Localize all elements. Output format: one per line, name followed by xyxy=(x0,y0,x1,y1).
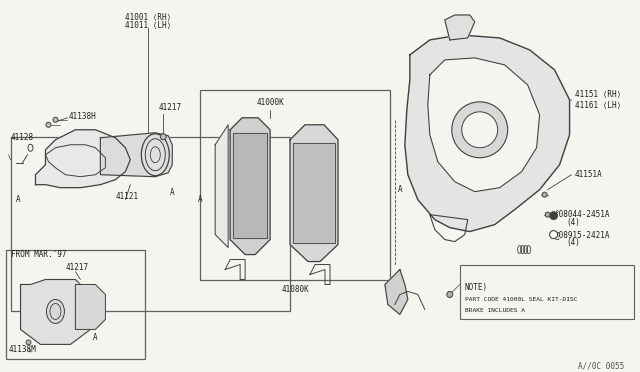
Bar xyxy=(233,133,267,238)
Polygon shape xyxy=(405,35,570,232)
Text: B: B xyxy=(552,213,555,218)
Ellipse shape xyxy=(141,134,169,176)
Bar xyxy=(200,90,390,279)
Ellipse shape xyxy=(26,340,31,345)
Circle shape xyxy=(550,231,557,238)
Ellipse shape xyxy=(160,134,166,140)
Bar xyxy=(233,133,267,238)
Polygon shape xyxy=(445,15,475,40)
Text: 41151 ⟨RH⟩: 41151 ⟨RH⟩ xyxy=(575,90,621,99)
Text: 41121: 41121 xyxy=(115,192,138,201)
Circle shape xyxy=(550,212,557,219)
Text: 41138H: 41138H xyxy=(68,112,96,121)
Text: Ⓦ08915-2421A: Ⓦ08915-2421A xyxy=(555,230,610,239)
Polygon shape xyxy=(20,279,90,344)
Text: A: A xyxy=(398,185,403,194)
Text: (4): (4) xyxy=(566,238,580,247)
Text: A: A xyxy=(16,195,21,204)
Text: A//0C 0055: A//0C 0055 xyxy=(577,362,624,371)
Text: A: A xyxy=(92,333,97,342)
Polygon shape xyxy=(35,130,131,187)
Ellipse shape xyxy=(46,122,51,127)
Ellipse shape xyxy=(542,192,547,197)
Bar xyxy=(293,143,335,243)
Bar xyxy=(6,250,145,359)
Polygon shape xyxy=(100,133,172,177)
Text: 41128: 41128 xyxy=(10,133,34,142)
Circle shape xyxy=(452,102,508,158)
Text: PART CODE 41000L SEAL KIT-DISC: PART CODE 41000L SEAL KIT-DISC xyxy=(465,297,577,302)
Text: NOTE): NOTE) xyxy=(465,283,488,292)
Text: 41011 ⟨LH⟩: 41011 ⟨LH⟩ xyxy=(125,20,172,29)
Polygon shape xyxy=(76,285,106,330)
Text: 41138M: 41138M xyxy=(8,345,36,354)
Text: 41161 ⟨LH⟩: 41161 ⟨LH⟩ xyxy=(575,101,621,110)
Polygon shape xyxy=(215,125,228,248)
Text: 41001 ⟨RH⟩: 41001 ⟨RH⟩ xyxy=(125,13,172,22)
Bar xyxy=(293,143,335,243)
Text: 41217: 41217 xyxy=(158,103,181,112)
Text: FROM MAR.'97: FROM MAR.'97 xyxy=(10,250,66,259)
Ellipse shape xyxy=(53,117,58,122)
Polygon shape xyxy=(385,270,408,314)
Text: (4): (4) xyxy=(566,218,580,227)
Polygon shape xyxy=(290,125,338,262)
Text: °08044-2451A: °08044-2451A xyxy=(555,210,610,219)
Text: BRAKE INCLUDES A: BRAKE INCLUDES A xyxy=(465,308,525,313)
Bar xyxy=(460,264,634,320)
Ellipse shape xyxy=(447,292,452,298)
Text: A: A xyxy=(170,188,175,197)
Text: 41000K: 41000K xyxy=(256,98,284,107)
Polygon shape xyxy=(428,58,540,192)
Ellipse shape xyxy=(47,299,65,323)
Circle shape xyxy=(461,112,498,148)
Polygon shape xyxy=(230,118,270,254)
Ellipse shape xyxy=(545,212,550,217)
Text: A: A xyxy=(198,195,202,204)
Text: 41080K: 41080K xyxy=(281,285,309,294)
Text: 41151A: 41151A xyxy=(575,170,602,179)
Text: 41217: 41217 xyxy=(65,263,88,272)
Text: W: W xyxy=(552,232,555,237)
Bar xyxy=(10,137,290,311)
